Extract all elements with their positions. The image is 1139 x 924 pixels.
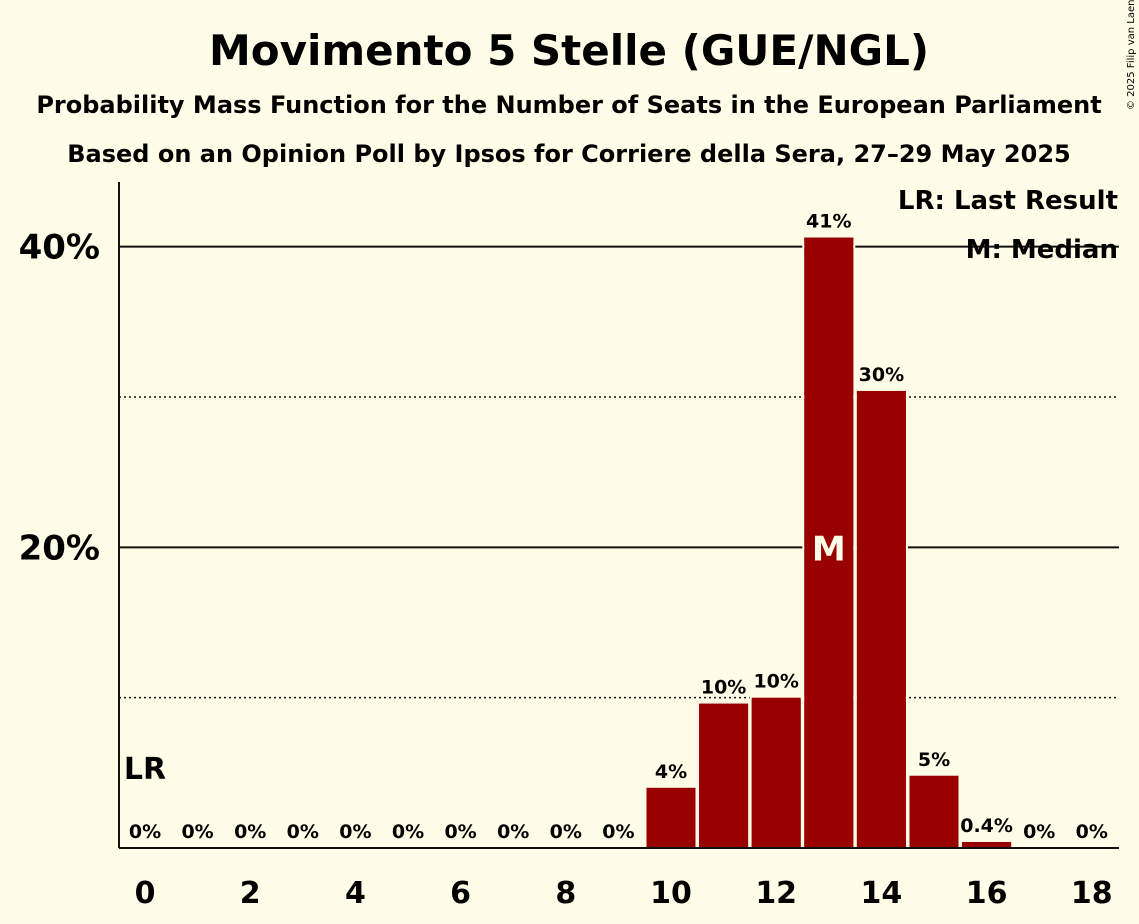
data-label: 0% — [497, 821, 529, 843]
chart-subtitle: Probability Mass Function for the Number… — [36, 91, 1101, 119]
bar-seat-10-fill — [646, 787, 696, 848]
bars — [646, 237, 1012, 849]
data-label: 0.4% — [960, 815, 1013, 837]
x-tick-label: 6 — [450, 876, 471, 911]
bar-seat-15-fill — [909, 775, 959, 848]
x-tick-label: 0 — [135, 876, 156, 911]
data-label: 0% — [1076, 821, 1108, 843]
bar-seat-14-fill — [856, 390, 906, 848]
data-label: 0% — [444, 821, 476, 843]
legend-last-result: LR: Last Result — [898, 186, 1118, 216]
x-tick-label: 18 — [1071, 876, 1113, 911]
data-label: 0% — [234, 821, 266, 843]
x-tick-label: 2 — [240, 876, 261, 911]
median-marker: M — [812, 529, 846, 569]
data-label: 0% — [129, 821, 161, 843]
bar-seat-12-fill — [751, 697, 801, 848]
bar-seat-13-fill — [804, 237, 854, 849]
data-label: 30% — [859, 364, 904, 386]
y-tick-label: 20% — [19, 528, 100, 568]
data-label: 10% — [701, 677, 746, 699]
bar-seat-11-fill — [699, 703, 749, 848]
data-label: 0% — [339, 821, 371, 843]
last-result-marker: LR — [124, 752, 166, 787]
data-label: 5% — [918, 749, 950, 771]
chart-title: Movimento 5 Stelle (GUE/NGL) — [209, 26, 929, 75]
x-tick-labels: 0 2 4 6 8 10 12 14 16 18 — [135, 876, 1113, 911]
data-label: 0% — [287, 821, 319, 843]
x-tick-label: 8 — [555, 876, 576, 911]
x-tick-label: 10 — [650, 876, 692, 911]
x-tick-label: 16 — [966, 876, 1008, 911]
data-label: 0% — [392, 821, 424, 843]
data-label: 0% — [1023, 821, 1055, 843]
copyright-text: © 2025 Filip van Laenen — [1126, 0, 1137, 110]
x-tick-label: 14 — [861, 876, 903, 911]
y-tick-labels: 20% 40% — [19, 228, 100, 569]
x-tick-label: 12 — [755, 876, 797, 911]
data-labels: 0% 0% 0% 0% 0% 0% 0% 0% 0% 0% 4% 10% 10% 41% 30% 5% 0.4%… — [124, 211, 1108, 843]
chart-subtitle-source: Based on an Opinion Poll by Ipsos for Co… — [67, 140, 1070, 168]
legend-median: M: Median — [966, 235, 1118, 265]
data-label: 0% — [181, 821, 213, 843]
x-tick-label: 4 — [345, 876, 366, 911]
data-label: 4% — [655, 761, 687, 783]
bar-seat-16-fill — [962, 841, 1012, 848]
grid — [119, 245, 1119, 699]
data-label: 0% — [602, 821, 634, 843]
data-label: 10% — [753, 671, 798, 693]
data-label: 41% — [806, 211, 851, 233]
y-tick-label: 40% — [19, 228, 100, 268]
data-label: 0% — [550, 821, 582, 843]
